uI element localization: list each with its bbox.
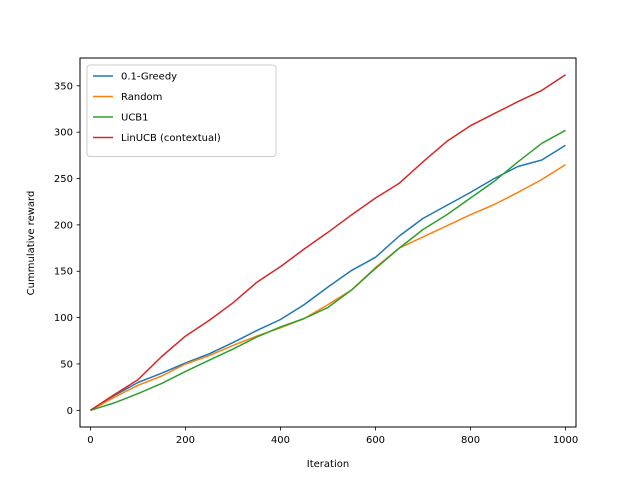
plot-area-frame xyxy=(79,57,577,428)
y-tick-label-5: 250 xyxy=(54,174,73,185)
x-tick-label-3: 600 xyxy=(366,435,385,446)
x-tick-label-4: 800 xyxy=(461,435,480,446)
legend-label-0: 0.1-Greedy xyxy=(121,72,177,83)
y-tick-label-0: 0 xyxy=(67,406,73,417)
y-tick-label-1: 50 xyxy=(60,359,73,370)
x-tick-label-0: 0 xyxy=(87,435,93,446)
legend-label-1: Random xyxy=(121,92,162,103)
x-axis-ticks: 0 200 400 600 800 1000 xyxy=(87,427,578,446)
series-line-1 xyxy=(90,163,566,411)
y-axis-ticks: 0 50 100 150 200 250 300 350 xyxy=(54,81,80,417)
x-axis-label: Iteration xyxy=(307,459,349,470)
y-tick-label-6: 300 xyxy=(54,128,73,139)
series-line-3 xyxy=(90,74,566,411)
y-tick-label-4: 200 xyxy=(54,220,73,231)
series-line-2 xyxy=(90,129,566,412)
x-tick-label-2: 400 xyxy=(271,435,290,446)
y-tick-label-2: 100 xyxy=(54,313,73,324)
legend-label-3: LinUCB (contextual) xyxy=(121,133,221,144)
x-tick-label-1: 200 xyxy=(176,435,195,446)
x-tick-label-5: 1000 xyxy=(553,435,578,446)
plot-lines xyxy=(90,74,566,412)
legend-box xyxy=(86,64,277,157)
series-line-0 xyxy=(90,144,566,411)
y-tick-label-3: 150 xyxy=(54,267,73,278)
legend: 0.1-Greedy Random UCB1 LinUCB (contextual) xyxy=(86,64,277,157)
y-tick-label-7: 350 xyxy=(54,81,73,92)
legend-label-2: UCB1 xyxy=(121,113,149,124)
y-axis-label: Cummulative reward xyxy=(26,191,37,296)
